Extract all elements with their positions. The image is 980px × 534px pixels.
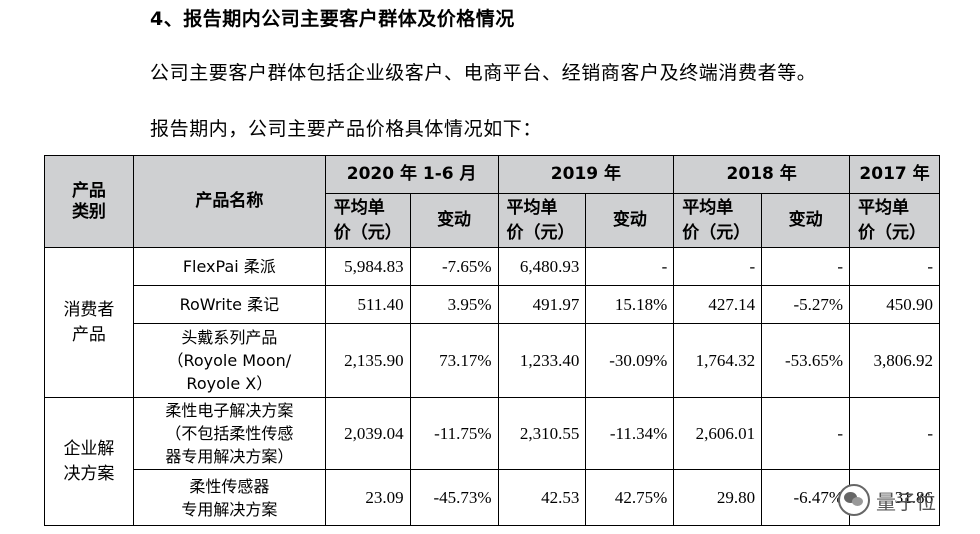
change-cell: 73.17% xyxy=(409,323,499,398)
change-cell: -30.09% xyxy=(585,323,675,398)
avg-price-cell: 511.40 xyxy=(324,285,411,324)
table-row: RoWrite 柔记 511.40 3.95% 491.97 15.18% 427.14-… xyxy=(45,285,940,324)
avg-price-cell: 29.80 xyxy=(673,469,763,526)
avg-price-cell: 3,806.92 xyxy=(849,323,940,398)
category-header: 产品 类别 xyxy=(44,155,134,248)
avg-price-cell: 2,039.04 xyxy=(324,397,411,470)
category-cell: 企业解 决方案 xyxy=(44,397,134,526)
product-name-cell: 柔性电子解决方案 （不包括柔性传感 器专用解决方案） xyxy=(132,397,326,470)
product-name-cell: FlexPai 柔派 xyxy=(132,247,326,286)
avg-price-cell: 491.97 xyxy=(497,285,587,324)
period-header-2018: 2018 年 xyxy=(673,155,851,194)
change-cell: - xyxy=(585,247,675,286)
product-name-cell: 柔性传感器 专用解决方案 xyxy=(132,469,326,526)
table-row: 企业解 决方案 柔性电子解决方案 （不包括柔性传感 器专用解决方案） 2,039.0… xyxy=(44,397,940,526)
price-table: 产品 类别 产品名称 2020 年 1-6 月 2019 年 2018 年 20… xyxy=(44,155,940,526)
product-name-header: 产品名称 xyxy=(132,155,326,248)
avg-price-header: 平均单 价（元） xyxy=(849,193,940,248)
product-name-cell: 头戴系列产品 （Royole Moon/ Royole X） xyxy=(132,323,326,398)
change-header: 变动 xyxy=(761,193,851,248)
avg-price-cell: - xyxy=(673,247,763,286)
avg-price-cell: 5,984.83 xyxy=(324,247,411,286)
category-cell: 消费者 产品 xyxy=(44,247,134,398)
change-header: 变动 xyxy=(585,193,675,248)
section-heading: 4、报告期内公司主要客户群体及价格情况 xyxy=(150,8,515,30)
watermark-text: 量子位 xyxy=(876,489,936,514)
avg-price-cell: 427.14 xyxy=(673,285,763,324)
period-header-2019: 2019 年 xyxy=(497,155,675,194)
change-cell: -53.65% xyxy=(761,323,851,398)
table-row: 消费者 产品 FlexPai 柔派 5,984.83 -7.65% 6,480.93- -… xyxy=(44,247,940,398)
avg-price-cell: - xyxy=(849,397,940,470)
intro-paragraph: 公司主要客户群体包括企业级客户、电商平台、经销商客户及终端消费者等。 xyxy=(150,62,817,84)
product-name-cell: RoWrite 柔记 xyxy=(132,285,326,324)
avg-price-cell: 450.90 xyxy=(849,285,940,324)
change-cell: -45.73% xyxy=(409,469,499,526)
avg-price-cell: 1,233.40 xyxy=(497,323,587,398)
avg-price-cell: 23.09 xyxy=(324,469,411,526)
avg-price-cell: 2,606.01 xyxy=(673,397,763,470)
change-cell: - xyxy=(761,397,851,470)
avg-price-cell: 42.53 xyxy=(497,469,587,526)
subheader-row: 平均单 价（元） 变动 平均单 价（元） 变动 平均单 价（元） 变动 平均单 价（元） xyxy=(45,193,940,248)
wechat-logo-icon xyxy=(838,484,870,516)
price-intro-paragraph: 报告期内，公司主要产品价格具体情况如下： xyxy=(150,118,543,140)
change-cell: 3.95% xyxy=(409,285,499,324)
avg-price-cell: 6,480.93 xyxy=(497,247,587,286)
change-cell: - xyxy=(761,247,851,286)
table-row: 头戴系列产品 （Royole Moon/ Royole X） 2,135.90 73… xyxy=(45,323,940,398)
avg-price-header: 平均单 价（元） xyxy=(497,193,587,248)
change-cell: -5.27% xyxy=(761,285,851,324)
change-cell: -11.75% xyxy=(409,397,499,470)
avg-price-cell: 2,310.55 xyxy=(497,397,587,470)
change-cell: -7.65% xyxy=(409,247,499,286)
avg-price-cell: - xyxy=(849,247,940,286)
table-row: 柔性传感器 专用解决方案 23.09 -45.73% 42.53 42.75% 29.80… xyxy=(45,469,940,526)
change-cell: -11.34% xyxy=(585,397,675,470)
period-header-2017: 2017 年 xyxy=(849,155,940,194)
avg-price-cell: 1,764.32 xyxy=(673,323,763,398)
change-cell: -6.47% xyxy=(761,469,851,526)
change-header: 变动 xyxy=(409,193,499,248)
table-body: 消费者 产品 FlexPai 柔派 5,984.83 -7.65% 6,480.93- -… xyxy=(44,247,940,526)
period-header-2020h1: 2020 年 1-6 月 xyxy=(324,155,499,194)
change-cell: 15.18% xyxy=(585,285,675,324)
change-cell: 42.75% xyxy=(585,469,675,526)
avg-price-header: 平均单 价（元） xyxy=(673,193,763,248)
avg-price-header: 平均单 价（元） xyxy=(324,193,411,248)
watermark: 量子位 xyxy=(838,480,948,520)
avg-price-cell: 2,135.90 xyxy=(324,323,411,398)
